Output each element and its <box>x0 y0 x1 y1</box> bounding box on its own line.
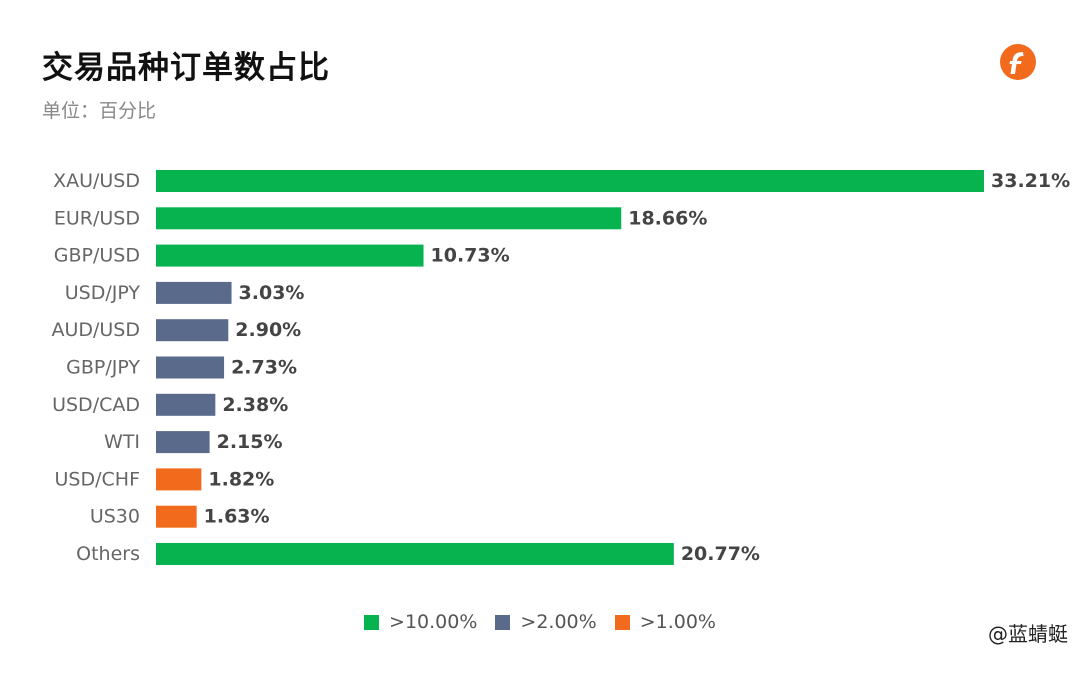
category-label: US30 <box>90 506 140 528</box>
bar <box>156 393 216 416</box>
bar <box>156 244 424 267</box>
legend-item-orange: >1.00% <box>614 611 716 633</box>
category-label: Others <box>76 543 140 565</box>
followme-logo-icon <box>1000 44 1036 80</box>
legend-item-green: >10.00% <box>364 611 477 633</box>
category-label: USD/JPY <box>65 282 141 304</box>
value-label: 18.66% <box>628 207 707 229</box>
value-label: 2.15% <box>217 431 283 453</box>
bar <box>156 170 984 192</box>
value-label: 10.73% <box>431 245 510 267</box>
bar <box>156 281 232 304</box>
value-label: 2.90% <box>235 319 301 341</box>
category-label: GBP/USD <box>54 245 140 267</box>
value-label: 20.77% <box>681 543 760 565</box>
category-label: XAU/USD <box>53 170 140 192</box>
bar <box>156 468 202 491</box>
category-label: USD/CAD <box>52 394 140 416</box>
legend-swatch-blue <box>495 614 511 630</box>
chart-legend: >10.00% >2.00% >1.00% <box>0 611 1080 633</box>
legend-label: >1.00% <box>639 611 716 633</box>
bar <box>156 207 622 230</box>
value-label: 2.73% <box>231 357 297 379</box>
legend-swatch-green <box>364 614 380 630</box>
category-label: EUR/USD <box>54 207 140 229</box>
value-label: 2.38% <box>222 394 288 416</box>
legend-label: >10.00% <box>389 611 478 633</box>
value-label: 1.63% <box>204 506 270 528</box>
category-label: AUD/USD <box>51 319 140 341</box>
value-label: 1.82% <box>208 468 274 490</box>
category-label: USD/CHF <box>55 468 140 490</box>
category-label: WTI <box>104 431 140 453</box>
author-credit: @蓝蜻蜓 <box>988 622 1068 646</box>
bar <box>156 505 197 528</box>
bar <box>156 356 225 379</box>
page-subtitle: 单位：百分比 <box>42 100 157 122</box>
value-label: 33.21% <box>991 170 1070 192</box>
bar <box>156 319 229 342</box>
legend-swatch-orange <box>614 614 630 630</box>
bar <box>156 431 210 454</box>
page-title: 交易品种订单数占比 <box>42 50 330 86</box>
bar <box>156 543 674 565</box>
value-label: 3.03% <box>239 282 305 304</box>
legend-item-blue: >2.00% <box>495 611 597 633</box>
legend-label: >2.00% <box>520 611 597 633</box>
category-label: GBP/JPY <box>66 357 140 379</box>
